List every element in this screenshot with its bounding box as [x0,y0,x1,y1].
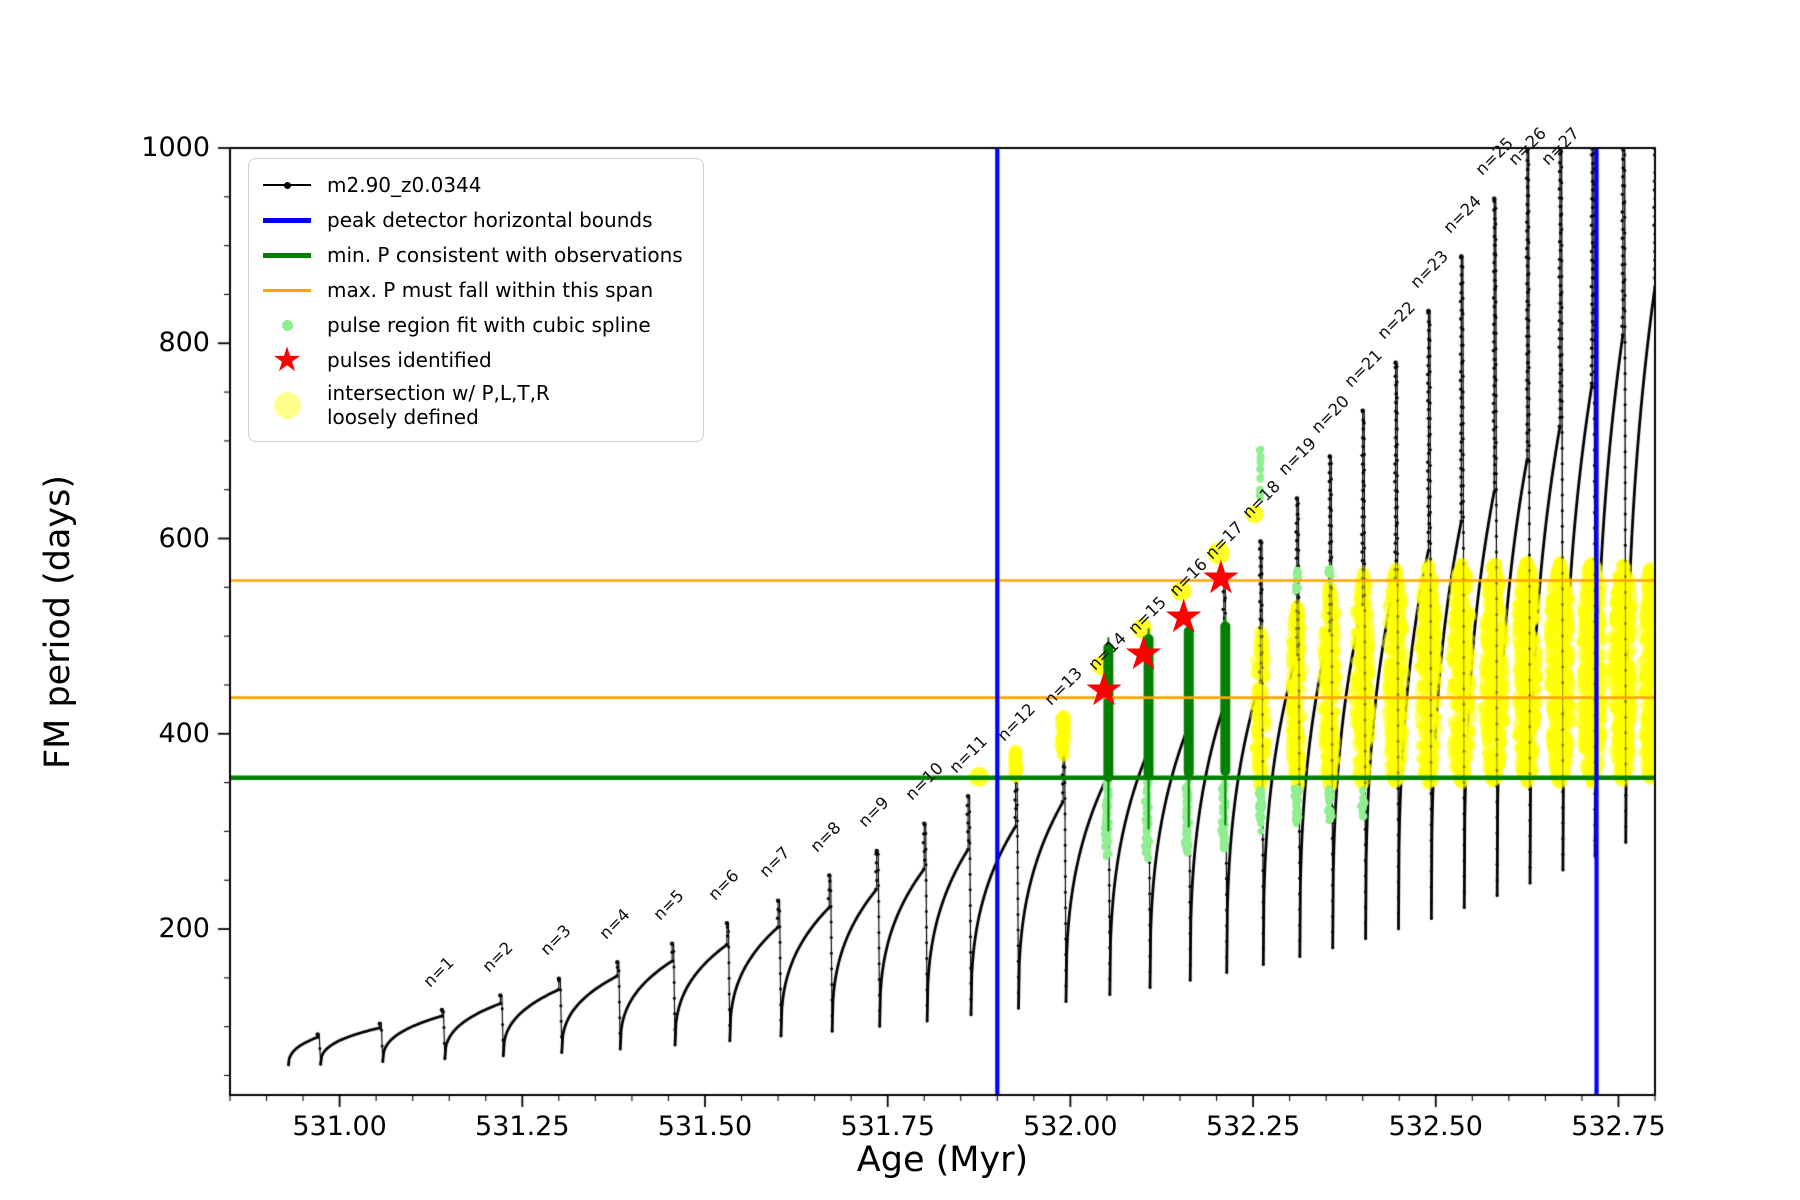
star-legend-marker: ★ [271,340,303,380]
x-tick-label: 531.50 [657,1111,753,1142]
legend-item: m2.90_z0.0344 [261,171,683,199]
thick-line-legend-marker [261,206,313,234]
legend-item-label: peak detector horizontal bounds [327,208,653,232]
legend-item: ★ pulses identified [261,340,683,380]
legend-item: pulse region fit with cubic spline [261,311,683,339]
legend-item-label: pulses identified [327,348,492,372]
legend-item: min. P consistent with observations [261,241,683,269]
x-tick-label: 532.00 [1023,1111,1118,1142]
x-tick-label: 531.25 [475,1111,570,1142]
pulse-star-marker: ★ [1163,588,1205,643]
x-tick-label: 532.75 [1571,1111,1666,1142]
y-tick-label: 600 [158,522,210,554]
pulse-star-marker: ★ [1122,625,1165,680]
x-axis-label: Age (Myr) [856,1140,1029,1180]
legend-item-label: intersection w/ P,L,T,R loosely defined [327,381,550,429]
y-tick-label: 800 [158,327,210,359]
y-axis-label: FM period (days) [38,474,78,769]
legend-item-label: min. P consistent with observations [327,243,683,267]
thick-line-legend-marker [261,241,313,269]
y-tick-label: 400 [158,717,210,749]
big-dot-legend-marker [261,391,313,419]
y-tick-label: 200 [158,913,210,945]
x-tick-label: 532.50 [1388,1111,1483,1142]
legend-item-label: max. P must fall within this span [327,278,654,302]
legend-item-label: pulse region fit with cubic spline [327,313,651,337]
line-legend-marker [261,276,313,304]
x-tick-label: 532.25 [1205,1111,1301,1142]
pulse-star-marker: ★ [1200,550,1242,605]
legend-item: peak detector horizontal bounds [261,206,683,234]
legend-item: max. P must fall within this span [261,276,683,304]
line-dot-legend-marker [261,171,313,199]
small-dot-legend-marker [261,311,313,339]
pulse-star-marker: ★ [1083,661,1125,716]
legend-item: intersection w/ P,L,T,R loosely defined [261,381,683,429]
legend-item-label: m2.90_z0.0344 [327,173,482,197]
x-tick-label: 531.00 [292,1111,387,1142]
x-tick-label: 531.75 [840,1111,935,1142]
y-tick-label: 1000 [141,132,210,163]
